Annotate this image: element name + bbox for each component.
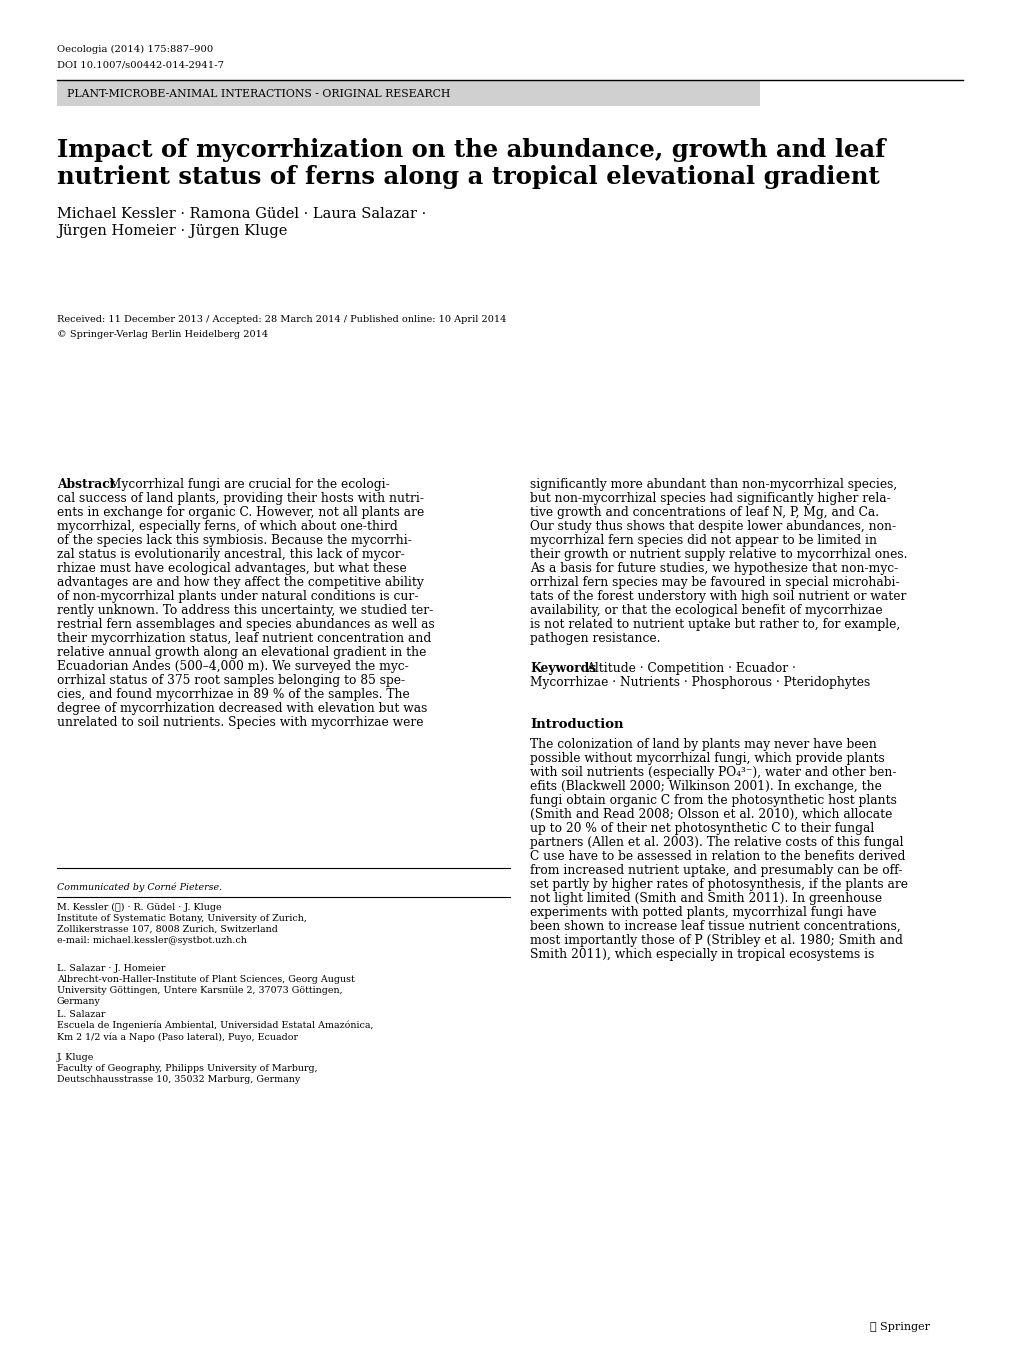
Text: not light limited (Smith and Smith 2011). In greenhouse: not light limited (Smith and Smith 2011)… xyxy=(530,892,881,905)
Text: Ecuadorian Andes (500–4,000 m). We surveyed the myc-: Ecuadorian Andes (500–4,000 m). We surve… xyxy=(57,660,409,673)
Bar xyxy=(57,80,759,106)
Text: pathogen resistance.: pathogen resistance. xyxy=(530,631,660,645)
Text: their mycorrhization status, leaf nutrient concentration and: their mycorrhization status, leaf nutrie… xyxy=(57,631,431,645)
Text: rhizae must have ecological advantages, but what these: rhizae must have ecological advantages, … xyxy=(57,562,407,575)
Text: Communicated by Corné Pieterse.: Communicated by Corné Pieterse. xyxy=(57,882,222,892)
Text: C use have to be assessed in relation to the benefits derived: C use have to be assessed in relation to… xyxy=(530,850,905,863)
Text: ☉ Springer: ☉ Springer xyxy=(869,1322,929,1332)
Text: nutrient status of ferns along a tropical elevational gradient: nutrient status of ferns along a tropica… xyxy=(57,165,878,188)
Text: DOI 10.1007/s00442-014-2941-7: DOI 10.1007/s00442-014-2941-7 xyxy=(57,60,224,69)
Text: unrelated to soil nutrients. Species with mycorrhizae were: unrelated to soil nutrients. Species wit… xyxy=(57,715,423,729)
Text: efits (Blackwell 2000; Wilkinson 2001). In exchange, the: efits (Blackwell 2000; Wilkinson 2001). … xyxy=(530,780,881,793)
Text: with soil nutrients (especially PO₄³⁻), water and other ben-: with soil nutrients (especially PO₄³⁻), … xyxy=(530,766,896,779)
Text: Impact of mycorrhization on the abundance, growth and leaf: Impact of mycorrhization on the abundanc… xyxy=(57,138,884,163)
Text: Oecologia (2014) 175:887–900: Oecologia (2014) 175:887–900 xyxy=(57,45,213,54)
Text: (Smith and Read 2008; Olsson et al. 2010), which allocate: (Smith and Read 2008; Olsson et al. 2010… xyxy=(530,808,892,821)
Text: of non-mycorrhizal plants under natural conditions is cur-: of non-mycorrhizal plants under natural … xyxy=(57,589,418,603)
Text: cal success of land plants, providing their hosts with nutri-: cal success of land plants, providing th… xyxy=(57,492,424,505)
Text: most importantly those of P (Stribley et al. 1980; Smith and: most importantly those of P (Stribley et… xyxy=(530,934,902,947)
Text: degree of mycorrhization decreased with elevation but was: degree of mycorrhization decreased with … xyxy=(57,702,427,715)
Text: Escuela de Ingeniería Ambiental, Universidad Estatal Amazónica,: Escuela de Ingeniería Ambiental, Univers… xyxy=(57,1022,373,1031)
Text: L. Salazar · J. Homeier: L. Salazar · J. Homeier xyxy=(57,963,165,973)
Text: Institute of Systematic Botany, University of Zurich,: Institute of Systematic Botany, Universi… xyxy=(57,915,307,923)
Text: PLANT-MICROBE-ANIMAL INTERACTIONS - ORIGINAL RESEARCH: PLANT-MICROBE-ANIMAL INTERACTIONS - ORIG… xyxy=(67,88,450,99)
Text: Albrecht-von-Haller-Institute of Plant Sciences, Georg August: Albrecht-von-Haller-Institute of Plant S… xyxy=(57,976,355,984)
Text: up to 20 % of their net photosynthetic C to their fungal: up to 20 % of their net photosynthetic C… xyxy=(530,822,873,835)
Text: Michael Kessler · Ramona Güdel · Laura Salazar ·: Michael Kessler · Ramona Güdel · Laura S… xyxy=(57,207,426,221)
Text: rently unknown. To address this uncertainty, we studied ter-: rently unknown. To address this uncertai… xyxy=(57,604,433,617)
Text: partners (Allen et al. 2003). The relative costs of this fungal: partners (Allen et al. 2003). The relati… xyxy=(530,836,903,850)
Text: Keywords: Keywords xyxy=(530,663,595,675)
Text: but non-mycorrhizal species had significantly higher rela-: but non-mycorrhizal species had signific… xyxy=(530,492,890,505)
Text: Germany: Germany xyxy=(57,997,101,1005)
Text: Zollikerstrasse 107, 8008 Zurich, Switzerland: Zollikerstrasse 107, 8008 Zurich, Switze… xyxy=(57,925,277,934)
Text: been shown to increase leaf tissue nutrient concentrations,: been shown to increase leaf tissue nutri… xyxy=(530,920,900,934)
Text: Jürgen Homeier · Jürgen Kluge: Jürgen Homeier · Jürgen Kluge xyxy=(57,224,287,238)
Text: set partly by higher rates of photosynthesis, if the plants are: set partly by higher rates of photosynth… xyxy=(530,878,907,892)
Text: possible without mycorrhizal fungi, which provide plants: possible without mycorrhizal fungi, whic… xyxy=(530,752,883,766)
Text: Faculty of Geography, Philipps University of Marburg,: Faculty of Geography, Philipps Universit… xyxy=(57,1064,317,1073)
Text: University Göttingen, Untere Karsпüle 2, 37073 Göttingen,: University Göttingen, Untere Karsпüle 2,… xyxy=(57,986,342,995)
Text: L. Salazar: L. Salazar xyxy=(57,1009,105,1019)
Text: Our study thus shows that despite lower abundances, non-: Our study thus shows that despite lower … xyxy=(530,520,896,533)
Text: relative annual growth along an elevational gradient in the: relative annual growth along an elevatio… xyxy=(57,646,426,659)
Text: orrhizal status of 375 root samples belonging to 85 spe-: orrhizal status of 375 root samples belo… xyxy=(57,673,405,687)
Text: Mycorrhizal fungi are crucial for the ecologi-: Mycorrhizal fungi are crucial for the ec… xyxy=(109,478,389,491)
Text: As a basis for future studies, we hypothesize that non-myc-: As a basis for future studies, we hypoth… xyxy=(530,562,898,575)
Text: The colonization of land by plants may never have been: The colonization of land by plants may n… xyxy=(530,738,876,751)
Text: tive growth and concentrations of leaf N, P, Mg, and Ca.: tive growth and concentrations of leaf N… xyxy=(530,505,878,519)
Text: cies, and found mycorrhizae in 89 % of the samples. The: cies, and found mycorrhizae in 89 % of t… xyxy=(57,688,410,701)
Text: ents in exchange for organic C. However, not all plants are: ents in exchange for organic C. However,… xyxy=(57,505,424,519)
Text: Km 2 1/2 vía a Napo (Paso lateral), Puyo, Ecuador: Km 2 1/2 vía a Napo (Paso lateral), Puyo… xyxy=(57,1033,298,1042)
Text: Smith 2011), which especially in tropical ecosystems is: Smith 2011), which especially in tropica… xyxy=(530,948,873,961)
Text: experiments with potted plants, mycorrhizal fungi have: experiments with potted plants, mycorrhi… xyxy=(530,906,875,919)
Text: mycorrhizal fern species did not appear to be limited in: mycorrhizal fern species did not appear … xyxy=(530,534,876,547)
Text: e-mail: michael.kessler@systbot.uzh.ch: e-mail: michael.kessler@systbot.uzh.ch xyxy=(57,936,247,944)
Text: Altitude · Competition · Ecuador ·: Altitude · Competition · Ecuador · xyxy=(586,663,795,675)
Text: of the species lack this symbiosis. Because the mycorrhi-: of the species lack this symbiosis. Beca… xyxy=(57,534,412,547)
Text: tats of the forest understory with high soil nutrient or water: tats of the forest understory with high … xyxy=(530,589,906,603)
Text: Mycorrhizae · Nutrients · Phosphorous · Pteridophytes: Mycorrhizae · Nutrients · Phosphorous · … xyxy=(530,676,869,688)
Text: J. Kluge: J. Kluge xyxy=(57,1053,95,1062)
Text: Deutschhausstrasse 10, 35032 Marburg, Germany: Deutschhausstrasse 10, 35032 Marburg, Ge… xyxy=(57,1075,300,1084)
Text: is not related to nutrient uptake but rather to, for example,: is not related to nutrient uptake but ra… xyxy=(530,618,900,631)
Text: M. Kessler (✉) · R. Güdel · J. Kluge: M. Kessler (✉) · R. Güdel · J. Kluge xyxy=(57,902,221,912)
Text: fungi obtain organic C from the photosynthetic host plants: fungi obtain organic C from the photosyn… xyxy=(530,794,896,808)
Text: their growth or nutrient supply relative to mycorrhizal ones.: their growth or nutrient supply relative… xyxy=(530,547,907,561)
Text: Introduction: Introduction xyxy=(530,718,623,730)
Text: significantly more abundant than non-mycorrhizal species,: significantly more abundant than non-myc… xyxy=(530,478,897,491)
Text: restrial fern assemblages and species abundances as well as: restrial fern assemblages and species ab… xyxy=(57,618,434,631)
Text: Received: 11 December 2013 / Accepted: 28 March 2014 / Published online: 10 Apri: Received: 11 December 2013 / Accepted: 2… xyxy=(57,314,505,324)
Text: Abstract: Abstract xyxy=(57,478,115,491)
Text: zal status is evolutionarily ancestral, this lack of mycor-: zal status is evolutionarily ancestral, … xyxy=(57,547,405,561)
Text: mycorrhizal, especially ferns, of which about one-third: mycorrhizal, especially ferns, of which … xyxy=(57,520,397,533)
Text: advantages are and how they affect the competitive ability: advantages are and how they affect the c… xyxy=(57,576,423,589)
Text: availability, or that the ecological benefit of mycorrhizae: availability, or that the ecological ben… xyxy=(530,604,881,617)
Text: © Springer-Verlag Berlin Heidelberg 2014: © Springer-Verlag Berlin Heidelberg 2014 xyxy=(57,331,268,339)
Text: orrhizal fern species may be favoured in special microhabi-: orrhizal fern species may be favoured in… xyxy=(530,576,899,589)
Text: from increased nutrient uptake, and presumably can be off-: from increased nutrient uptake, and pres… xyxy=(530,864,902,877)
